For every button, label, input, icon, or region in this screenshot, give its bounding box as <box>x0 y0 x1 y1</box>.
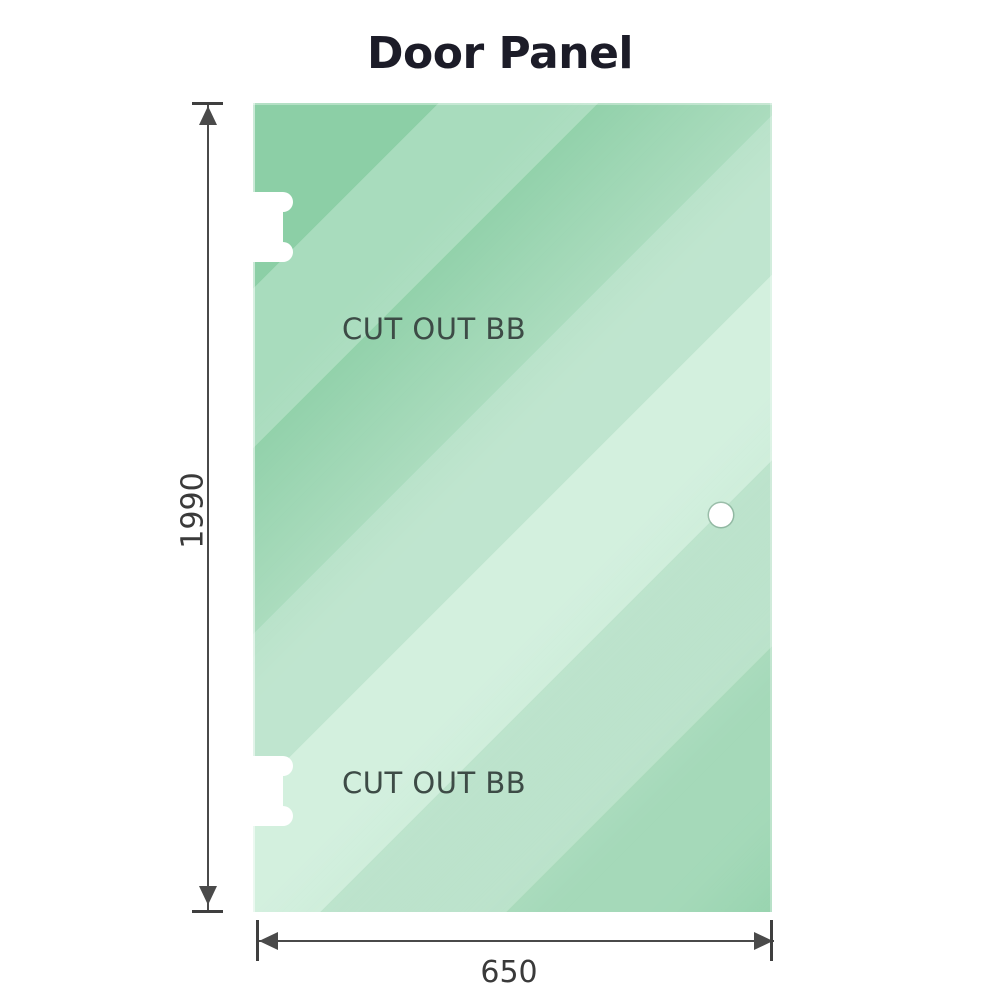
height-extension-tick-bottom <box>192 910 223 913</box>
width-dimension-value: 650 <box>480 955 538 990</box>
height-dimension-value: 1990 <box>175 472 211 549</box>
page-title: Door Panel <box>366 28 634 79</box>
height-dimension-line <box>207 103 209 912</box>
width-dimension-line <box>258 940 774 942</box>
door-panel: CUT OUT BB CUT OUT BB <box>253 103 772 912</box>
width-arrow-right <box>754 932 773 950</box>
width-extension-tick-right <box>770 920 773 961</box>
height-arrow-top <box>199 106 217 125</box>
handle-hole <box>709 503 733 527</box>
cutout-upper-label: CUT OUT BB <box>342 312 527 346</box>
cutout-lower <box>253 752 298 830</box>
cutout-lower-label: CUT OUT BB <box>342 766 527 800</box>
width-arrow-left <box>259 932 278 950</box>
width-extension-tick-left <box>256 920 259 961</box>
cutout-upper <box>253 188 298 266</box>
height-arrow-bottom <box>199 886 217 905</box>
height-extension-tick-top <box>192 102 223 105</box>
